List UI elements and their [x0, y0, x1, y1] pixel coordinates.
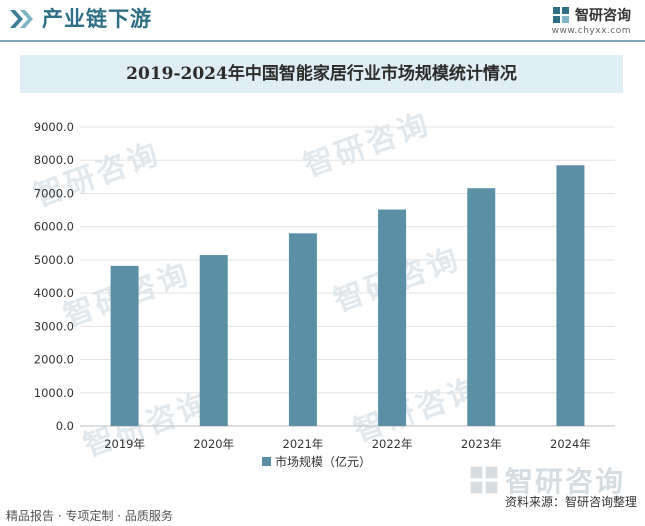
x-tick-label: 2020年: [193, 437, 234, 451]
chart-title-box: 2019-2024年中国智能家居行业市场规模统计情况: [20, 55, 623, 93]
x-tick-label: 2021年: [283, 437, 324, 451]
source-note: 资料来源：智研咨询整理: [504, 495, 637, 509]
chyxx-logo-icon: [470, 466, 498, 494]
watermark-brand-text: 智研咨询: [504, 465, 625, 498]
legend-label: 市场规模（亿元）: [275, 454, 371, 469]
y-tick-label: 0.0: [56, 419, 74, 433]
x-tick-label: 2023年: [461, 437, 502, 451]
y-tick-label: 4000.0: [34, 286, 74, 300]
x-tick-label: 2019年: [104, 437, 145, 451]
legend-swatch: [262, 457, 271, 466]
y-tick-label: 7000.0: [34, 186, 74, 200]
x-tick-label: 2022年: [372, 437, 413, 451]
y-tick-label: 3000.0: [34, 319, 74, 333]
y-tick-label: 9000.0: [34, 120, 74, 134]
y-tick-label: 5000.0: [34, 253, 74, 267]
section-title: 产业链下游: [42, 6, 152, 31]
header-divider: [0, 40, 645, 42]
y-tick-label: 2000.0: [34, 353, 74, 367]
chyxx-logo-icon: [553, 7, 569, 23]
logo-url: www.chyxx.com: [551, 26, 631, 36]
bar: [467, 188, 496, 426]
y-tick-label: 8000.0: [34, 153, 74, 167]
y-tick-label: 1000.0: [34, 386, 74, 400]
section-header: 产业链下游 智研咨询 www.chyxx.com: [0, 0, 645, 48]
bar: [199, 255, 228, 426]
chart-title: 2019-2024年中国智能家居行业市场规模统计情况: [126, 64, 517, 84]
bar: [378, 209, 407, 426]
y-tick-label: 6000.0: [34, 220, 74, 234]
watermark-brand: 智研咨询: [469, 460, 625, 500]
bar-chart: 9000.0 8000.0 7000.0 6000.0 5000.0 4000.0 3000…: [34, 120, 615, 469]
x-tick-label: 2024年: [550, 437, 591, 451]
footer-tagline: 精品报告 · 专项定制 · 品质服务: [6, 509, 173, 523]
bar: [288, 233, 317, 426]
footer: 精品报告 · 专项定制 · 品质服务 资料来源：智研咨询整理: [0, 495, 645, 526]
bar: [110, 265, 139, 426]
logo-name: 智研咨询: [575, 8, 631, 24]
double-chevron-icon: [10, 10, 33, 28]
bar: [556, 165, 585, 426]
logo: 智研咨询 www.chyxx.com: [552, 5, 631, 36]
